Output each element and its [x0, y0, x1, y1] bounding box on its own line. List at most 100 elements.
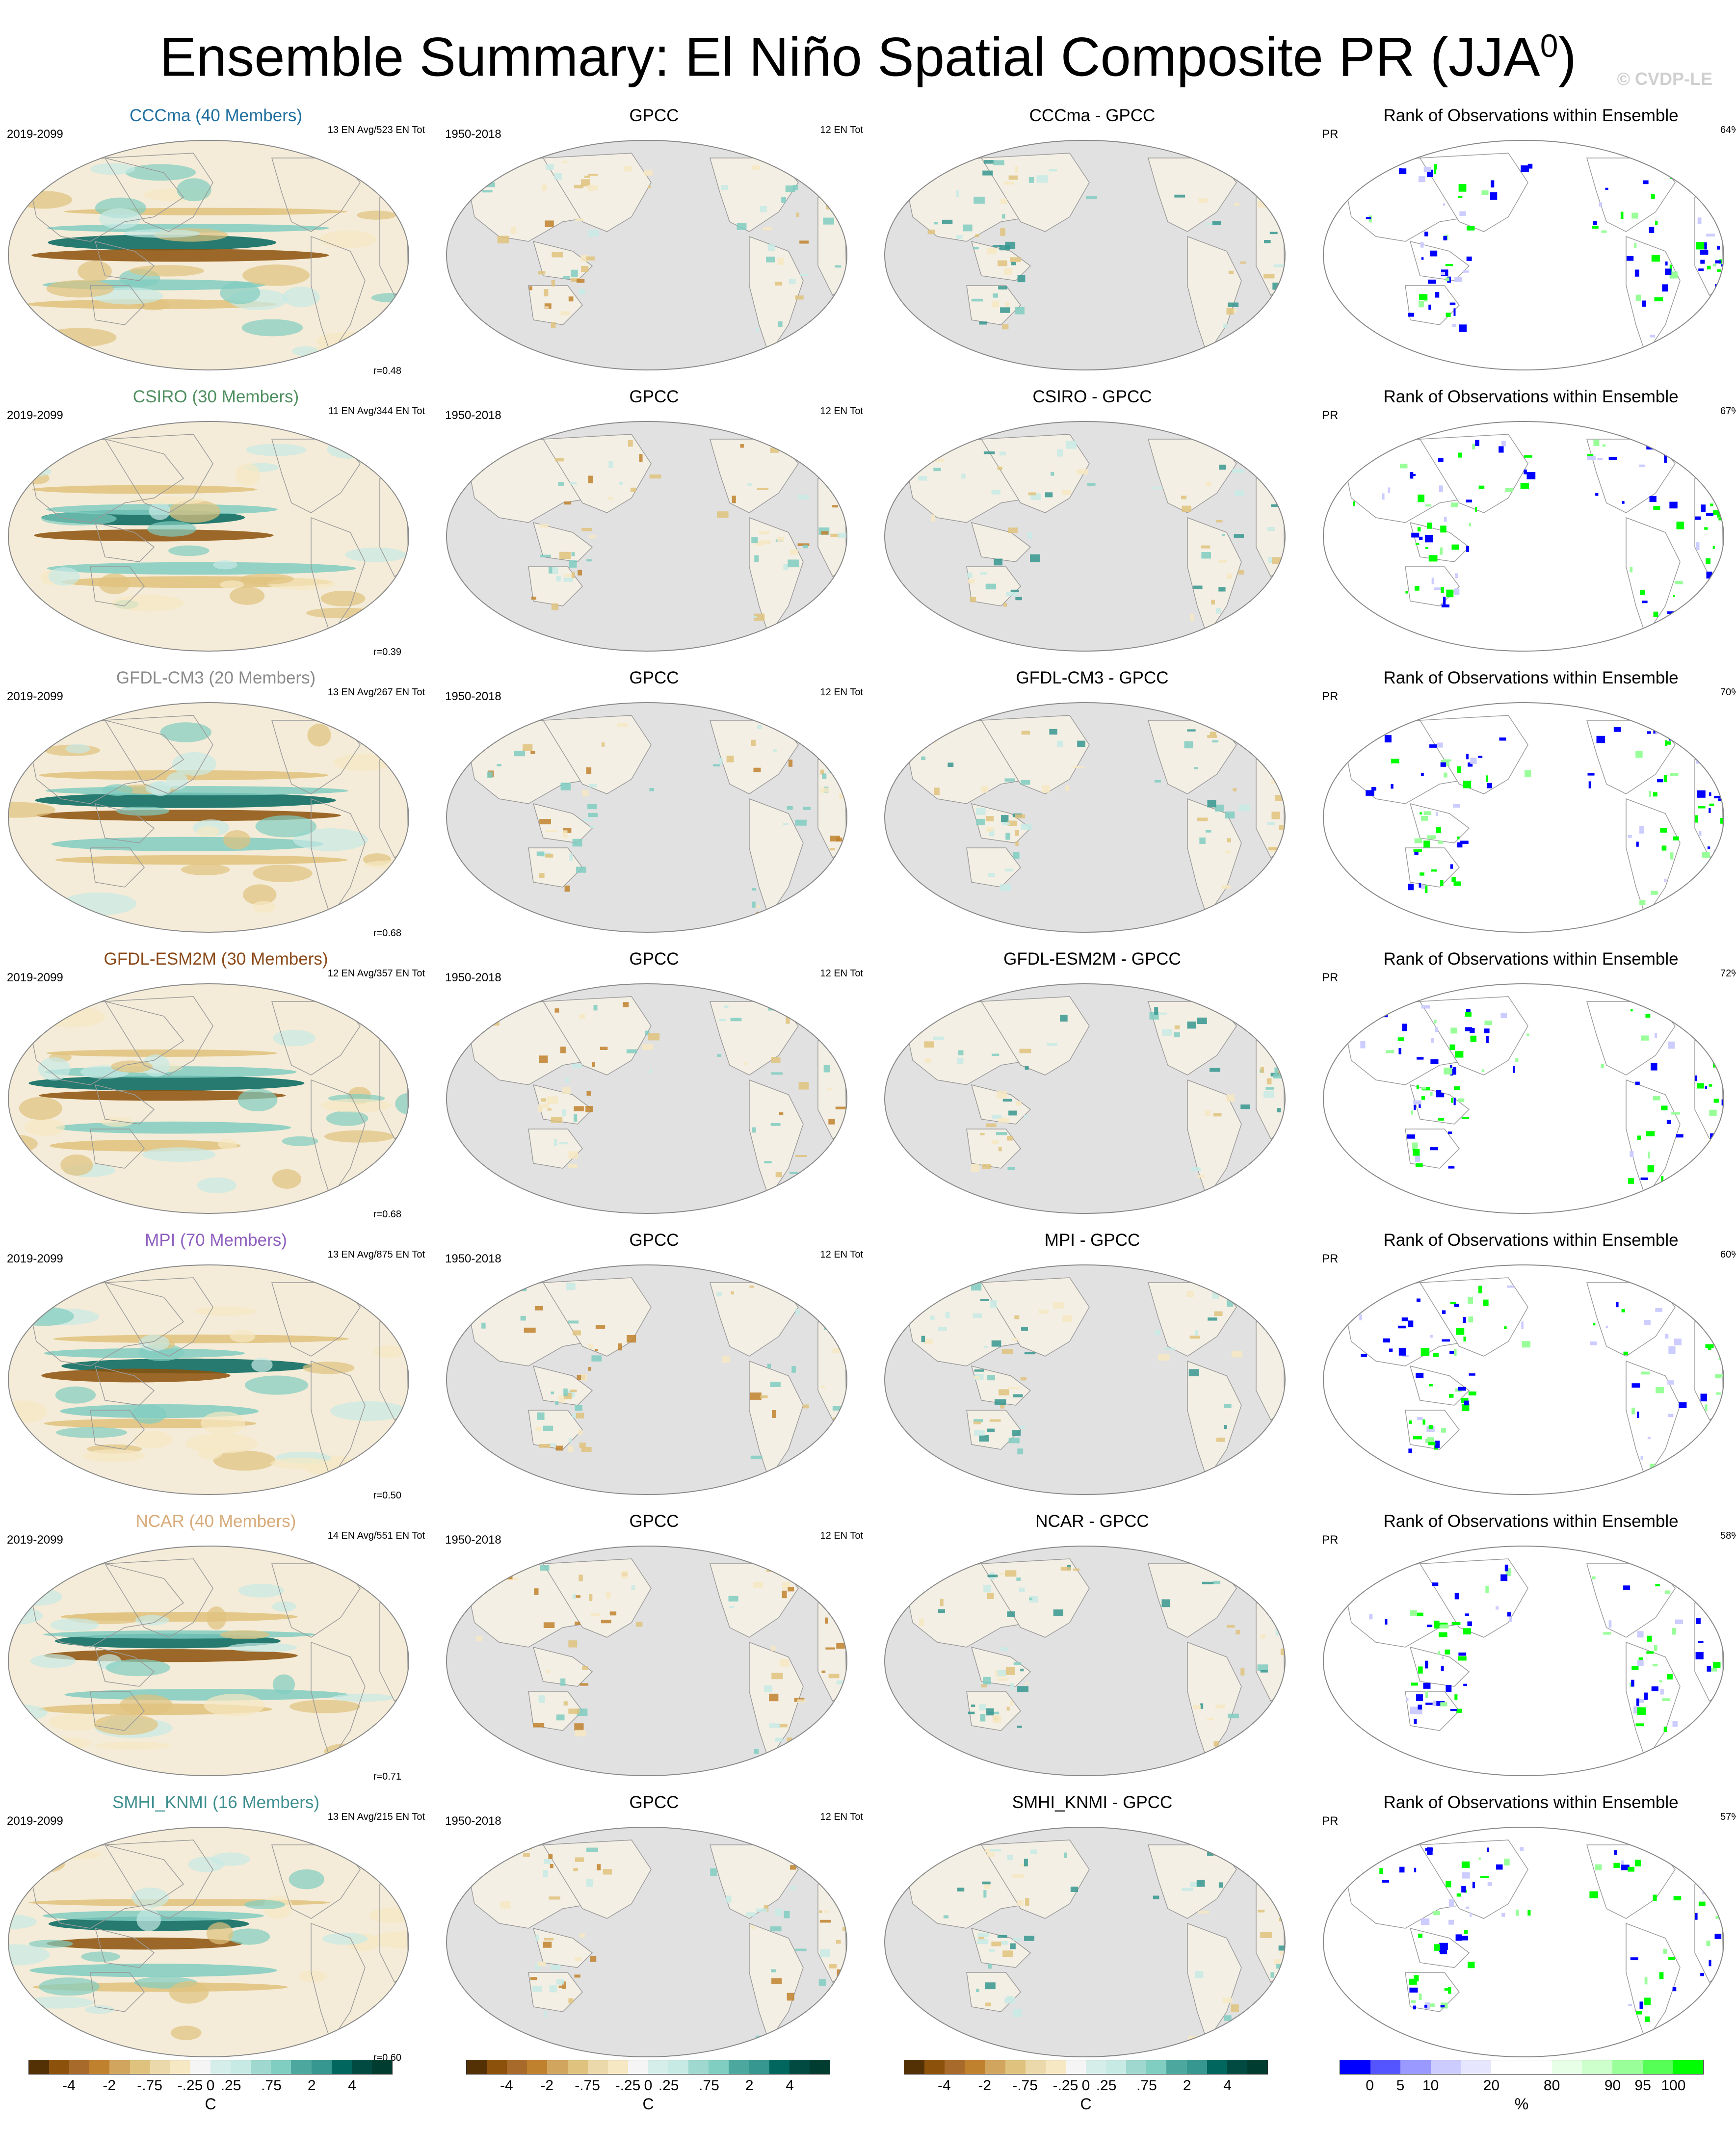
- model-panel: GFDL-ESM2M (30 Members) 2019-2099 12 EN Av…: [0, 946, 432, 1227]
- event-count-label: 13 EN Avg/215 EN Tot: [327, 1812, 425, 1822]
- pattern-correlation: r=0.50: [373, 1490, 401, 1501]
- rank-panel: Rank of Observations within Ensemble PR 72…: [1315, 946, 1736, 1227]
- period-label: 2019-2099: [7, 1252, 63, 1265]
- difference-map: [883, 701, 1287, 934]
- rank-percent-label: 60%: [1720, 1249, 1736, 1260]
- rank-var-label: PR: [1322, 409, 1339, 422]
- colorbar-swatch: [271, 2060, 291, 2074]
- rank-title: Rank of Observations within Ensemble: [1383, 1231, 1679, 1250]
- colorbar-tick-label: .25: [1096, 2077, 1117, 2094]
- ensemble-row: SMHI_KNMI (16 Members) 2019-2099 13 EN Avg…: [0, 1789, 1736, 2071]
- colorbar-swatch: [1065, 2060, 1086, 2074]
- period-label: 2019-2099: [7, 1533, 63, 1547]
- rank-title: Rank of Observations within Ensemble: [1383, 1793, 1679, 1812]
- colorbar-swatch: [648, 2060, 669, 2074]
- colorbar-swatch: [109, 2060, 130, 2074]
- colorbar-tick-label: 4: [786, 2077, 794, 2094]
- obs-count-label: 12 EN Tot: [820, 406, 863, 417]
- rank-title: Rank of Observations within Ensemble: [1383, 1512, 1679, 1531]
- obs-title: GPCC: [629, 387, 679, 406]
- obs-title: GPCC: [629, 1231, 679, 1250]
- colorbar-rank: 0 5 10 20 80 90 95 100%: [1340, 2060, 1704, 2113]
- obs-count-label: 12 EN Tot: [820, 125, 863, 135]
- model-title: MPI (70 Members): [145, 1231, 287, 1250]
- event-count-label: 14 EN Avg/551 EN Tot: [327, 1530, 425, 1541]
- colorbar-tick-label: 0: [206, 2077, 215, 2094]
- model-title: GFDL-ESM2M (30 Members): [104, 949, 328, 969]
- rank-var-label: PR: [1322, 1252, 1339, 1265]
- obs-period-label: 1950-2018: [445, 128, 501, 141]
- obs-period-label: 1950-2018: [445, 1814, 501, 1828]
- event-count-label: 13 EN Avg/875 EN Tot: [327, 1249, 425, 1260]
- rank-var-label: PR: [1322, 971, 1339, 984]
- colorbar-swatch: [527, 2060, 548, 2074]
- colorbar-obs: -4 -2 -.75 -.25 0 .25 .75 2 4 C: [466, 2060, 830, 2113]
- period-label: 2019-2099: [7, 409, 63, 422]
- model-title: CCCma (40 Members): [130, 106, 302, 125]
- obs-count-label: 12 EN Tot: [820, 1530, 863, 1541]
- rank-map: [1322, 1263, 1725, 1497]
- colorbar-swatch: [1340, 2060, 1370, 2074]
- colorbar-swatch: [1025, 2060, 1046, 2074]
- colorbar-tick-label: .75: [261, 2077, 282, 2094]
- obs-count-label: 12 EN Tot: [820, 968, 863, 979]
- rank-map: [1322, 1825, 1725, 2059]
- colorbar-tick-label: -.75: [575, 2077, 600, 2094]
- ensemble-row: MPI (70 Members) 2019-2099 13 EN Avg/875 E…: [0, 1227, 1736, 1508]
- period-label: 2019-2099: [7, 128, 63, 141]
- obs-period-label: 1950-2018: [445, 1533, 501, 1547]
- obs-composite-map: [445, 420, 848, 653]
- colorbar-swatch: [1146, 2060, 1167, 2074]
- rank-map: [1322, 138, 1725, 372]
- rank-title: Rank of Observations within Ensemble: [1383, 668, 1679, 687]
- colorbar-swatch: [311, 2060, 332, 2074]
- ensemble-row: CCCma (40 Members) 2019-2099 13 EN Avg/523…: [0, 102, 1736, 384]
- obs-composite-map: [445, 1544, 848, 1778]
- colorbar-swatch: [567, 2060, 588, 2074]
- colorbar-tick-label: .25: [220, 2077, 241, 2094]
- model-composite-map: [7, 1544, 410, 1778]
- colorbar-swatch: [749, 2060, 769, 2074]
- difference-panel: GFDL-ESM2M - GPCC: [876, 946, 1308, 1227]
- colorbar-tick-label: 4: [1223, 2077, 1232, 2094]
- colorbar-swatch: [729, 2060, 749, 2074]
- difference-panel: SMHI_KNMI - GPCC: [876, 1789, 1308, 2071]
- colorbar-tick-label: -4: [938, 2077, 951, 2094]
- obs-count-label: 12 EN Tot: [820, 687, 863, 698]
- rank-var-label: PR: [1322, 690, 1339, 703]
- colorbar-unit: C: [205, 2095, 216, 2113]
- colorbar-swatch: [924, 2060, 945, 2074]
- colorbar-swatch: [688, 2060, 709, 2074]
- colorbar-swatch: [351, 2060, 372, 2074]
- difference-map: [883, 1263, 1287, 1497]
- colorbar-unit: C: [642, 2095, 654, 2113]
- colorbar-swatch: [1461, 2060, 1492, 2074]
- colorbar-tick-label: -4: [62, 2077, 76, 2094]
- pattern-correlation: r=0.71: [373, 1771, 401, 1782]
- model-composite-map: [7, 420, 410, 653]
- colorbar-swatch: [1400, 2060, 1431, 2074]
- colorbar-swatch: [1106, 2060, 1127, 2074]
- obs-count-label: 12 EN Tot: [820, 1812, 863, 1822]
- rank-title: Rank of Observations within Ensemble: [1383, 387, 1679, 406]
- colorbar-swatch: [1126, 2060, 1147, 2074]
- obs-period-label: 1950-2018: [445, 1252, 501, 1265]
- rank-map: [1322, 701, 1725, 934]
- obs-title: GPCC: [629, 106, 679, 125]
- model-composite-map: [7, 982, 410, 1215]
- colorbar-swatch: [130, 2060, 150, 2074]
- obs-period-label: 1950-2018: [445, 971, 501, 984]
- colorbar-swatch: [1207, 2060, 1227, 2074]
- difference-panel: CCCma - GPCC: [876, 102, 1308, 384]
- event-count-label: 11 EN Avg/344 EN Tot: [328, 406, 425, 417]
- rank-percent-label: 57%: [1720, 1812, 1736, 1822]
- colorbar-swatch: [1522, 2060, 1552, 2074]
- colorbar-swatch: [945, 2060, 965, 2074]
- rank-title: Rank of Observations within Ensemble: [1383, 106, 1679, 125]
- obs-panel: GPCC 1950-2018 12 EN Tot: [438, 1789, 870, 2071]
- rank-map: [1322, 1544, 1725, 1778]
- colorbar-tick-label: -4: [500, 2077, 513, 2094]
- model-composite-map: [7, 1263, 410, 1497]
- colorbar-ticks: 0 5 10 20 80 90 95 100: [1340, 2077, 1704, 2097]
- difference-map: [883, 420, 1287, 653]
